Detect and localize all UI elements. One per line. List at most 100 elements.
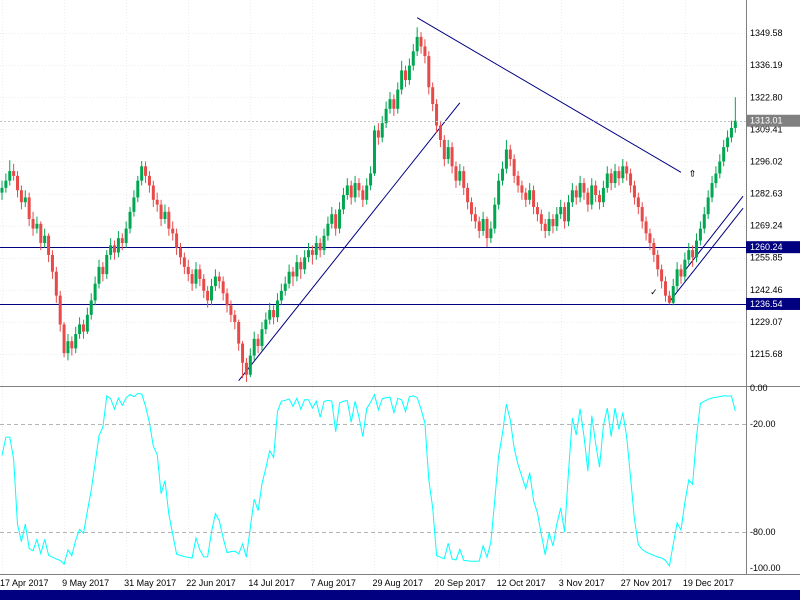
candle-body: [229, 305, 233, 315]
current-price-badge: [746, 114, 800, 127]
candle-body: [384, 108, 388, 124]
candle-body: [159, 204, 163, 219]
candle-body: [35, 223, 39, 229]
candle-body: [66, 341, 70, 354]
trendline[interactable]: [238, 102, 461, 382]
candle-body: [78, 324, 82, 335]
candle-body: [334, 214, 338, 229]
candle-body: [617, 171, 621, 179]
candle-body: [194, 269, 198, 284]
candle-body: [710, 183, 714, 198]
candle-body: [330, 214, 334, 224]
candle-body: [652, 242, 656, 255]
candle-body: [636, 197, 640, 208]
candle-body: [237, 322, 241, 344]
candle-body: [462, 171, 466, 188]
candle-body: [338, 209, 342, 229]
candle-body: [632, 185, 636, 198]
time-axis-label: 7 Aug 2017: [310, 578, 356, 588]
candle-body: [559, 207, 563, 215]
candle-body: [532, 190, 536, 208]
price-axis-label: 1242.46: [750, 285, 783, 295]
candle-body: [551, 218, 555, 227]
candle-body: [43, 235, 47, 243]
candle-body: [109, 245, 113, 255]
trendline[interactable]: [684, 195, 744, 271]
candle-body: [605, 173, 609, 188]
candle-body: [431, 87, 435, 104]
candle-body: [729, 127, 733, 138]
candle-body: [702, 214, 706, 229]
candle-body: [171, 228, 175, 234]
candle-body: [357, 183, 361, 191]
candle-body: [458, 171, 462, 181]
candle-body: [508, 149, 512, 160]
candle-body: [543, 223, 547, 231]
candle-body: [167, 211, 171, 229]
candle-body: [89, 300, 93, 315]
trendline[interactable]: [416, 17, 682, 173]
candle-body: [256, 338, 260, 346]
candle-body: [206, 290, 210, 301]
candle-body: [341, 195, 345, 210]
candle-body: [648, 233, 652, 243]
time-axis-label: 29 Aug 2017: [372, 578, 423, 588]
candle-body: [365, 185, 369, 200]
candle-body: [0, 187, 4, 193]
candle-body: [435, 103, 439, 126]
time-axis-label: 22 Jun 2017: [186, 578, 236, 588]
candle-body: [679, 269, 683, 277]
candle-body: [31, 218, 35, 229]
candle-body: [547, 218, 551, 231]
candle-body: [361, 190, 365, 200]
trendline[interactable]: [668, 207, 744, 302]
candle-body: [466, 187, 470, 203]
time-axis-label: 12 Oct 2017: [497, 578, 546, 588]
candle-body: [62, 324, 66, 354]
candle-body: [186, 266, 190, 275]
candle-body: [660, 269, 664, 282]
candle-body: [415, 36, 419, 52]
candle-body: [489, 228, 493, 239]
candle-body: [535, 207, 539, 215]
candle-body: [687, 250, 691, 260]
candle-body: [318, 242, 322, 251]
candle-body: [411, 51, 415, 66]
candle-body: [555, 214, 559, 227]
candle-body: [446, 147, 450, 160]
candle-body: [326, 223, 330, 236]
candle-body: [244, 362, 248, 375]
candle-body: [47, 235, 51, 255]
candle-body: [81, 324, 85, 332]
candle-body: [213, 276, 217, 287]
candle-body: [512, 159, 516, 176]
candle-body: [252, 338, 256, 356]
candle-body: [50, 254, 54, 272]
time-axis-label: 27 Nov 2017: [621, 578, 672, 588]
candle-body: [303, 257, 307, 270]
candle-body: [563, 207, 567, 222]
indicator-axis-label: 0.00: [750, 383, 768, 393]
window-bottom-bar: [0, 590, 800, 600]
indicator-axis-label: -100.00: [750, 563, 781, 573]
candle-body: [4, 180, 8, 188]
candle-body: [248, 355, 252, 375]
check-mark-icon[interactable]: ✓: [650, 287, 658, 297]
candle-body: [718, 161, 722, 174]
candle-body: [442, 139, 446, 160]
candle-body: [58, 295, 62, 325]
up-arrow-icon[interactable]: ⇧: [689, 169, 697, 179]
candle-body: [291, 271, 295, 277]
candle-body: [147, 175, 151, 186]
level-badge: [746, 241, 800, 254]
candle-body: [128, 211, 132, 229]
candle-body: [221, 281, 225, 294]
candle-body: [388, 99, 392, 109]
candle-body: [392, 99, 396, 109]
candle-body: [101, 266, 105, 275]
price-axis-label: 1255.85: [750, 253, 783, 263]
indicator-axis-label: -20.00: [750, 419, 776, 429]
candle-body: [578, 183, 582, 198]
candle-body: [481, 218, 485, 231]
